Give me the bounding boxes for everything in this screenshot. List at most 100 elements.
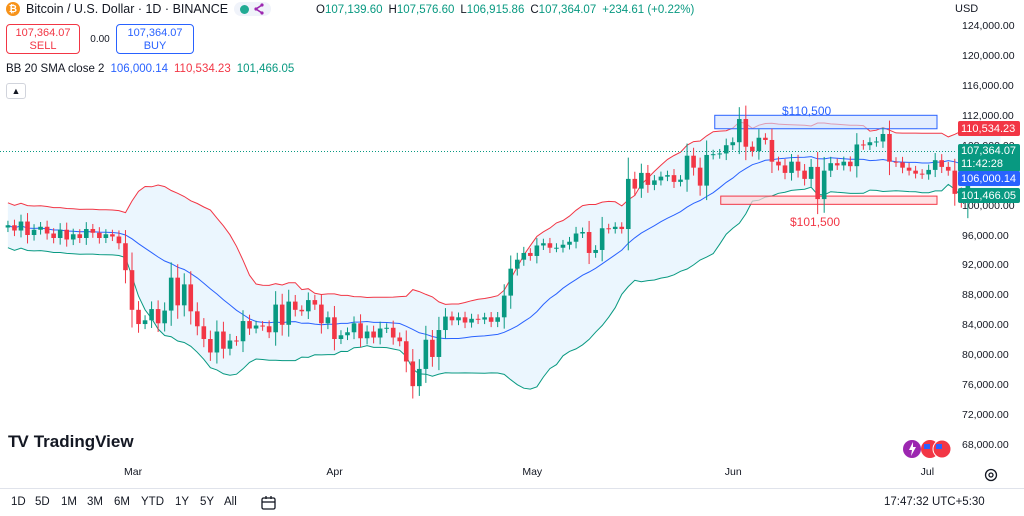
candle-body <box>665 175 670 177</box>
range-button-5y[interactable]: 5Y <box>200 496 215 508</box>
candle-body <box>776 161 781 166</box>
symbol-title-text: Bitcoin / U.S. Dollar · 1D · BINANCE <box>26 2 229 16</box>
candle-body <box>554 247 559 249</box>
candle-body <box>5 225 11 228</box>
candle-body <box>469 318 474 323</box>
candle-body <box>364 331 370 339</box>
candle-body <box>821 170 827 200</box>
upper-zone-label: $110,500 <box>782 104 832 118</box>
bottom-toolbar <box>0 488 1024 516</box>
candle-body <box>443 316 448 331</box>
candle-body <box>782 165 788 173</box>
candle-body <box>51 233 56 238</box>
candle-body <box>567 241 572 245</box>
candle-body <box>25 221 30 236</box>
date-range-icon[interactable] <box>260 494 278 512</box>
chevron-up-icon: ▲ <box>11 86 21 96</box>
range-button-1y[interactable]: 1Y <box>175 496 190 508</box>
range-button-1d[interactable]: 1D <box>11 496 26 508</box>
candle-body <box>945 166 951 171</box>
candle-body <box>854 144 860 167</box>
status-pill[interactable] <box>234 2 272 16</box>
basis-line <box>7 156 1001 340</box>
candle-body <box>926 169 931 175</box>
candle-body <box>769 139 775 162</box>
candle-body <box>573 233 579 242</box>
range-button-all[interactable]: All <box>224 496 237 508</box>
candle-body <box>482 317 487 320</box>
candle-body <box>436 330 442 357</box>
candle-body <box>906 167 912 171</box>
close-value: 107,364.07 <box>538 4 597 16</box>
candle-body <box>932 160 938 170</box>
bollinger-legend[interactable]: BB 20 SMA close 2 106,000.14 110,534.23 … <box>6 63 294 75</box>
clock[interactable]: 17:47:32 UTC+5:30 <box>884 496 985 508</box>
basis-value: 106,000.14 <box>110 63 169 75</box>
candle-body <box>691 155 696 168</box>
lower-band-tag: 101,466.05 <box>958 188 1020 203</box>
candle-body <box>606 228 611 230</box>
candle-body <box>38 226 43 230</box>
candle-body <box>841 161 847 166</box>
candle-body <box>521 252 527 260</box>
candle-body <box>384 327 389 329</box>
currency-label[interactable]: USD <box>955 3 979 15</box>
candle-body <box>77 234 83 238</box>
candle-body <box>168 277 174 311</box>
bitcoin-icon: ₿ <box>6 2 20 16</box>
close-tag-value: 107,364.07 <box>961 145 1017 157</box>
buy-button[interactable]: 107,364.07 BUY <box>116 24 194 54</box>
symbol-title[interactable]: ₿ Bitcoin / U.S. Dollar · 1D · BINANCE <box>6 2 272 16</box>
candle-body <box>208 339 213 353</box>
x-tick-label: Apr <box>326 466 343 478</box>
support-zone <box>720 195 938 205</box>
candle-body <box>795 161 801 171</box>
candle-body <box>103 234 109 238</box>
candle-body <box>129 270 135 310</box>
x-tick-label: Mar <box>124 466 143 478</box>
upper-value: 110,534.23 <box>174 63 231 75</box>
candle-body <box>234 340 239 342</box>
range-button-5d[interactable]: 5D <box>35 496 50 508</box>
sell-button[interactable]: 107,364.07 SELL <box>6 24 80 54</box>
x-tick-label: May <box>522 466 543 478</box>
collapse-legend-button[interactable]: ▲ <box>6 83 26 99</box>
sell-price: 107,364.07 <box>15 27 71 39</box>
settings-icon[interactable] <box>983 467 999 483</box>
candle-body <box>808 166 814 179</box>
candle-body <box>201 326 207 340</box>
candle-body <box>306 300 311 312</box>
range-button-6m[interactable]: 6M <box>114 496 130 508</box>
range-button-3m[interactable]: 3M <box>87 496 103 508</box>
candle-body <box>181 284 187 306</box>
tradingview-logo-icon: TV <box>8 432 29 451</box>
flag-icons[interactable] <box>902 438 952 460</box>
candle-body <box>456 317 461 321</box>
candle-body <box>90 229 96 233</box>
candle-body <box>155 309 161 324</box>
candle-body <box>462 317 468 323</box>
candle-body <box>717 153 722 155</box>
candle-body <box>247 321 252 329</box>
candle-body <box>64 229 69 240</box>
y-tick-label: 68,000.00 <box>962 439 1009 451</box>
price-chart[interactable] <box>0 0 1024 488</box>
candle-body <box>18 221 24 231</box>
candle-body <box>815 166 820 200</box>
candle-body <box>279 304 285 325</box>
candle-body <box>900 162 905 168</box>
upper-band-tag: 110,534.23 <box>958 121 1020 136</box>
tradingview-logo[interactable]: TV TradingView <box>8 432 134 452</box>
y-tick-label: 76,000.00 <box>962 379 1009 392</box>
sell-label: SELL <box>29 40 57 52</box>
range-button-ytd[interactable]: YTD <box>141 496 164 508</box>
range-button-1m[interactable]: 1M <box>61 496 77 508</box>
market-open-icon <box>240 4 250 14</box>
candle-body <box>410 361 416 387</box>
candle-body <box>756 137 762 152</box>
candle-body <box>312 300 318 305</box>
candle-body <box>227 340 233 349</box>
candle-body <box>560 244 566 248</box>
candle-body <box>136 309 141 325</box>
candle-body <box>188 284 194 312</box>
